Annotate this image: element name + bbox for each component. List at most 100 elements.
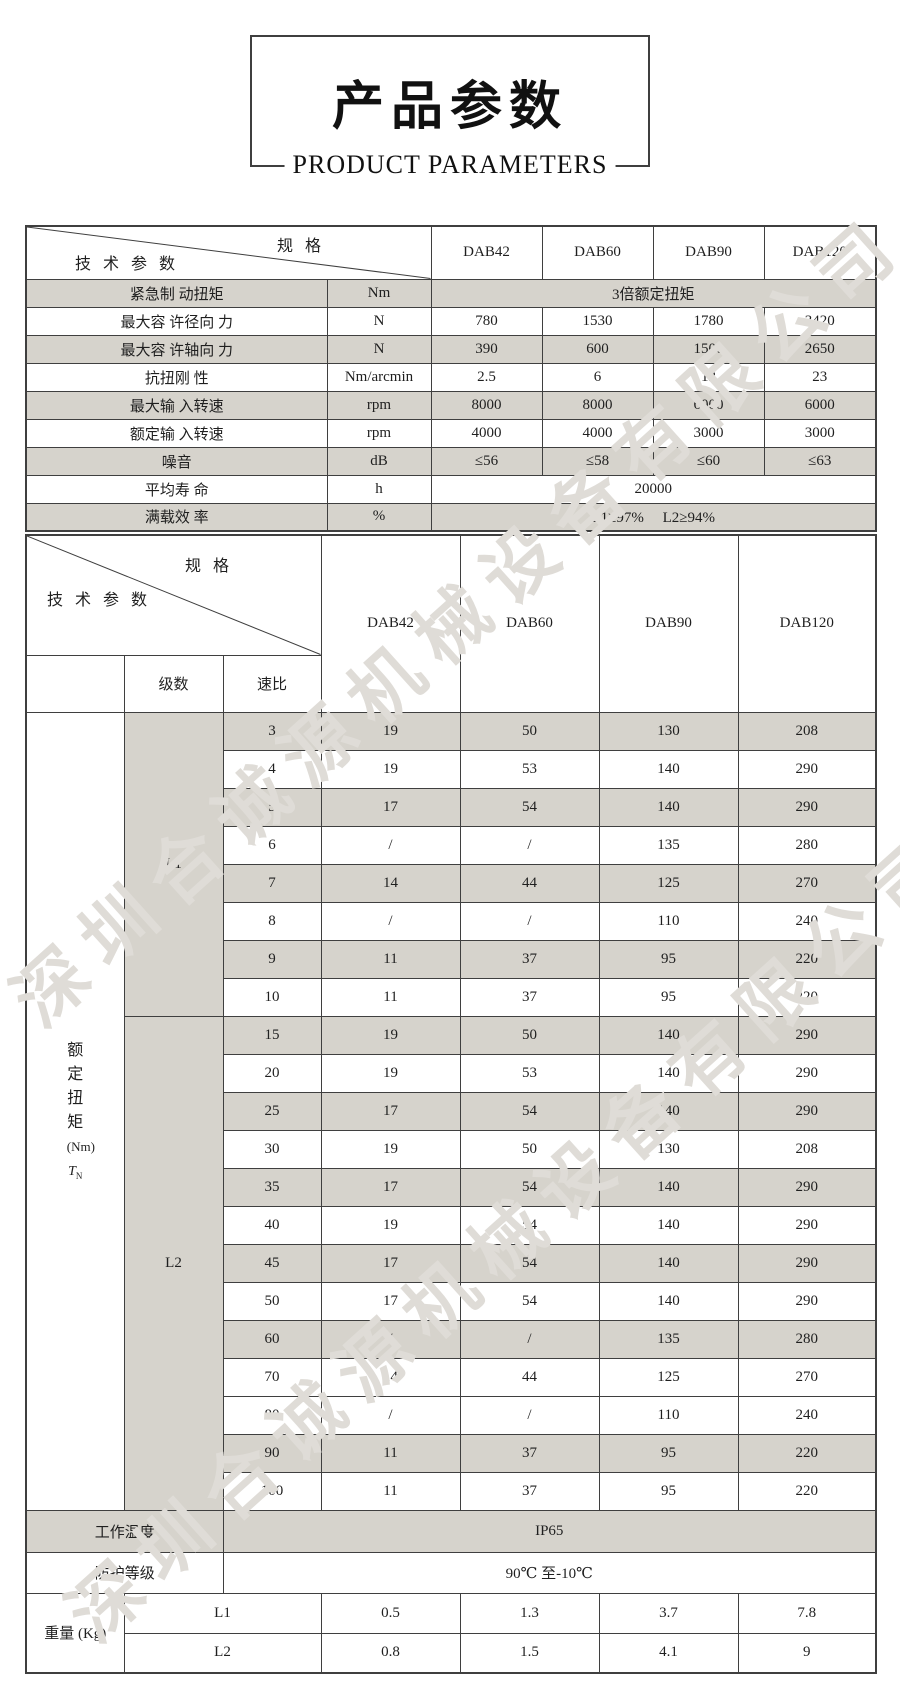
- value-span-cell: L1≥97% L2≥94%: [430, 502, 877, 532]
- footer-label: 防护等级: [25, 1551, 224, 1594]
- value-cell: 50: [459, 1015, 600, 1055]
- value-span-cell: 20000: [430, 474, 877, 504]
- stage-header: 级数: [123, 654, 224, 713]
- value-cell: 11: [320, 1433, 461, 1473]
- tech-params-table: 规 格 技 术 参 数 DAB42 DAB60 DAB90 DAB120 紧急制…: [25, 225, 877, 532]
- value-cell: 140: [598, 1205, 739, 1245]
- param-label: 最大输 入转速: [25, 390, 328, 420]
- weight-value: 0.5: [320, 1592, 461, 1634]
- value-cell: 290: [737, 1167, 877, 1207]
- ratio-cell: 8: [222, 901, 322, 941]
- ratio-cell: 20: [222, 1053, 322, 1093]
- value-cell: /: [320, 825, 461, 865]
- unit-cell: dB: [326, 446, 432, 476]
- value-span-cell: 3倍额定扭矩: [430, 278, 877, 308]
- value-cell: 280: [737, 1319, 877, 1359]
- value-cell: 2650: [763, 334, 877, 364]
- value-cell: 17: [320, 1091, 461, 1131]
- model-header: DAB90: [652, 225, 765, 280]
- value-cell: 140: [598, 1281, 739, 1321]
- value-cell: 11: [320, 1471, 461, 1511]
- value-cell: ≤63: [763, 446, 877, 476]
- value-cell: 220: [737, 977, 877, 1017]
- value-cell: 11: [320, 977, 461, 1017]
- model-header: DAB60: [459, 534, 600, 713]
- value-cell: 44: [459, 863, 600, 903]
- value-cell: 14: [320, 1357, 461, 1397]
- value-cell: /: [459, 825, 600, 865]
- value-cell: 140: [598, 1243, 739, 1283]
- weight-value: 7.8: [737, 1592, 877, 1634]
- ratio-cell: 6: [222, 825, 322, 865]
- value-cell: 19: [320, 1015, 461, 1055]
- model-header: DAB42: [320, 534, 461, 713]
- diagonal-header-cell: 规 格 技 术 参 数: [25, 225, 432, 280]
- value-cell: 140: [598, 1015, 739, 1055]
- value-cell: 140: [598, 749, 739, 789]
- model-header: DAB90: [598, 534, 739, 713]
- value-cell: 8000: [541, 390, 654, 420]
- torque-symbol: TN: [68, 1163, 83, 1181]
- value-cell: 54: [459, 1091, 600, 1131]
- ratio-cell: 80: [222, 1395, 322, 1435]
- param-label: 紧急制 动扭矩: [25, 278, 328, 308]
- ratio-cell: 35: [222, 1167, 322, 1207]
- param-label: 噪音: [25, 446, 328, 476]
- value-cell: 50: [459, 1129, 600, 1169]
- value-cell: 19: [320, 711, 461, 751]
- value-cell: 11: [320, 939, 461, 979]
- value-cell: 110: [598, 901, 739, 941]
- value-cell: /: [320, 1319, 461, 1359]
- value-cell: 140: [598, 787, 739, 827]
- value-cell: 4000: [430, 418, 543, 448]
- unit-cell: N: [326, 306, 432, 336]
- value-cell: 95: [598, 939, 739, 979]
- tech-corner-label: 技 术 参 数: [47, 592, 152, 609]
- value-cell: 12: [652, 362, 765, 392]
- ratio-cell: 25: [222, 1091, 322, 1131]
- value-cell: 390: [430, 334, 543, 364]
- value-cell: 17: [320, 1243, 461, 1283]
- unit-cell: rpm: [326, 390, 432, 420]
- value-cell: 290: [737, 1053, 877, 1093]
- diagonal-line: [27, 227, 431, 279]
- value-cell: 54: [459, 1167, 600, 1207]
- value-cell: 54: [459, 787, 600, 827]
- weight-stage: L2: [123, 1632, 322, 1674]
- value-cell: 4000: [541, 418, 654, 448]
- weight-stage: L1: [123, 1592, 322, 1634]
- value-cell: 8000: [430, 390, 543, 420]
- value-cell: 95: [598, 1433, 739, 1473]
- value-cell: 2.5: [430, 362, 543, 392]
- value-cell: 23: [763, 362, 877, 392]
- unit-cell: Nm/arcmin: [326, 362, 432, 392]
- value-cell: 6: [541, 362, 654, 392]
- value-cell: 110: [598, 1395, 739, 1435]
- value-cell: 290: [737, 1281, 877, 1321]
- value-cell: 54: [459, 1243, 600, 1283]
- value-cell: /: [459, 1319, 600, 1359]
- ratio-cell: 45: [222, 1243, 322, 1283]
- footer-label: 工作温度: [25, 1509, 224, 1553]
- model-header: DAB60: [541, 225, 654, 280]
- value-cell: 130: [598, 711, 739, 751]
- weight-value: 4.1: [598, 1632, 739, 1674]
- unit-cell: N: [326, 334, 432, 364]
- value-cell: ≤56: [430, 446, 543, 476]
- value-cell: 17: [320, 1167, 461, 1207]
- value-cell: 290: [737, 749, 877, 789]
- unit-cell: h: [326, 474, 432, 504]
- value-cell: 3000: [763, 418, 877, 448]
- value-cell: 290: [737, 787, 877, 827]
- value-cell: 19: [320, 749, 461, 789]
- value-cell: /: [459, 901, 600, 941]
- value-cell: 3000: [652, 418, 765, 448]
- ratio-cell: 90: [222, 1433, 322, 1473]
- unit-cell: rpm: [326, 418, 432, 448]
- value-cell: 125: [598, 1357, 739, 1397]
- value-cell: 208: [737, 1129, 877, 1169]
- value-cell: 1530: [541, 306, 654, 336]
- value-cell: 3420: [763, 306, 877, 336]
- weight-value: 9: [737, 1632, 877, 1674]
- value-cell: 54: [459, 1205, 600, 1245]
